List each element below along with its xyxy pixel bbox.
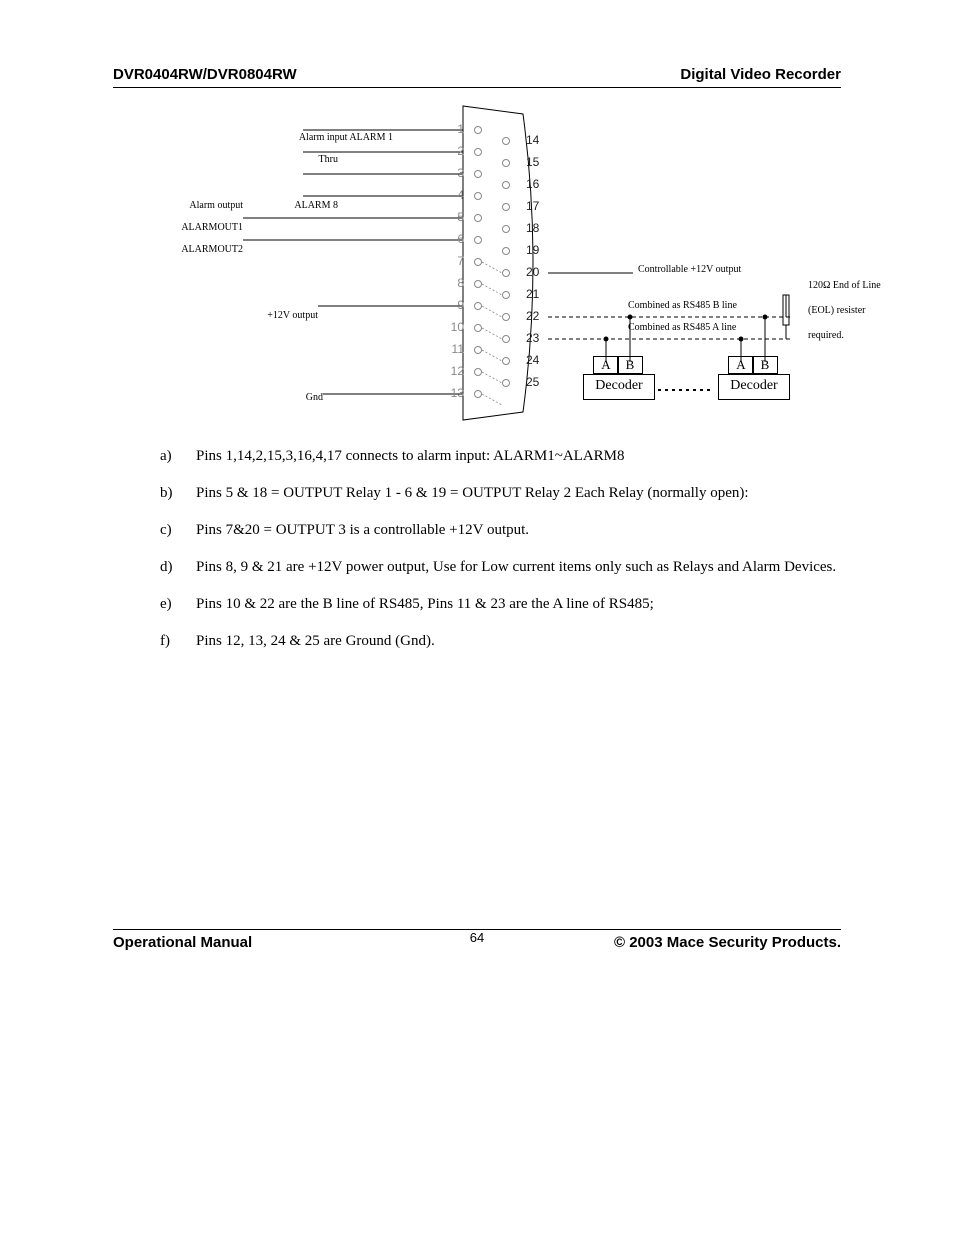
list-item: c)Pins 7&20 = OUTPUT 3 is a controllable…: [160, 520, 841, 541]
diagram-label: Combined as RS485 B line: [628, 300, 737, 311]
list-text: Pins 7&20 = OUTPUT 3 is a controllable +…: [196, 522, 529, 538]
page-header: DVR0404RW/DVR0804RW Digital Video Record…: [113, 66, 841, 88]
page: DVR0404RW/DVR0804RW Digital Video Record…: [0, 0, 954, 1235]
footer-right: © 2003 Mace Security Products.: [614, 934, 841, 951]
pin-number: 4: [446, 188, 464, 202]
list-text: Pins 8, 9 & 21 are +12V power output, Us…: [196, 559, 836, 575]
list-marker: c): [160, 520, 196, 541]
list-marker: a): [160, 446, 196, 467]
diagram-label: ALARMOUT1: [181, 222, 243, 233]
pin-number: 9: [446, 298, 464, 312]
list-text: Pins 5 & 18 = OUTPUT Relay 1 - 6 & 19 = …: [196, 485, 749, 501]
footer-left: Operational Manual: [113, 934, 252, 951]
diagram-label: ALARM 8: [294, 200, 338, 211]
diagram-label: required.: [808, 330, 844, 341]
pin-number: 22: [526, 309, 539, 323]
pin-number: 14: [526, 133, 539, 147]
pinout-diagram: Alarm input ALARM 1 Thru Alarm output ALARM…: [113, 100, 903, 430]
pin-number: 2: [446, 144, 464, 158]
list-text: Pins 12, 13, 24 & 25 are Ground (Gnd).: [196, 633, 435, 649]
pin-number: 20: [526, 265, 539, 279]
pin-number: 24: [526, 353, 539, 367]
pin-number: 3: [446, 166, 464, 180]
page-footer: Operational Manual 64 © 2003 Mace Securi…: [113, 929, 841, 951]
diagram-label: ALARMOUT2: [181, 244, 243, 255]
diagram-label: Combined as RS485 A line: [628, 322, 736, 333]
diagram-label: 120Ω End of Line: [808, 280, 881, 291]
terminal-b: B: [617, 356, 643, 374]
list-item: a)Pins 1,14,2,15,3,16,4,17 connects to a…: [160, 446, 841, 467]
list-marker: f): [160, 631, 196, 652]
pin-number: 13: [446, 386, 464, 400]
terminal-a: A: [728, 356, 754, 374]
header-left: DVR0404RW/DVR0804RW: [113, 66, 297, 83]
pin-number: 25: [526, 375, 539, 389]
diagram-label: (EOL) resister: [808, 305, 865, 316]
list-marker: e): [160, 594, 196, 615]
header-right: Digital Video Recorder: [680, 66, 841, 83]
footer-page-number: 64: [470, 930, 484, 945]
decoder-box: Decoder: [718, 374, 790, 400]
list-marker: b): [160, 483, 196, 504]
decoder-label: Decoder: [719, 375, 789, 397]
diagram-label: +12V output: [267, 310, 318, 321]
list-item: f)Pins 12, 13, 24 & 25 are Ground (Gnd).: [160, 631, 841, 652]
pin-number: 12: [446, 364, 464, 378]
pin-number: 16: [526, 177, 539, 191]
pin-number: 23: [526, 331, 539, 345]
pin-number: 1: [446, 122, 464, 136]
pin-number: 5: [446, 210, 464, 224]
list-item: b)Pins 5 & 18 = OUTPUT Relay 1 - 6 & 19 …: [160, 483, 841, 504]
pin-number: 6: [446, 232, 464, 246]
pin-number: 19: [526, 243, 539, 257]
list-text: Pins 1,14,2,15,3,16,4,17 connects to ala…: [196, 448, 625, 464]
pin-number: 17: [526, 199, 539, 213]
diagram-label: Alarm input ALARM 1: [299, 132, 393, 143]
pin-number: 15: [526, 155, 539, 169]
diagram-label: Thru: [319, 154, 338, 165]
diagram-label: Controllable +12V output: [638, 264, 741, 275]
list-marker: d): [160, 557, 196, 578]
list-item: e)Pins 10 & 22 are the B line of RS485, …: [160, 594, 841, 615]
terminal-b: B: [752, 356, 778, 374]
pin-number: 18: [526, 221, 539, 235]
pin-description-list: a)Pins 1,14,2,15,3,16,4,17 connects to a…: [160, 446, 841, 668]
pin-number: 10: [446, 320, 464, 334]
diagram-label: Alarm output: [189, 200, 243, 211]
pin-number: 7: [446, 254, 464, 268]
pin-number: 11: [446, 342, 464, 356]
list-item: d)Pins 8, 9 & 21 are +12V power output, …: [160, 557, 841, 578]
list-text: Pins 10 & 22 are the B line of RS485, Pi…: [196, 596, 654, 612]
diagram-label: Gnd: [306, 392, 323, 403]
terminal-a: A: [593, 356, 619, 374]
decoder-box: Decoder: [583, 374, 655, 400]
pin-number: 21: [526, 287, 539, 301]
pin-number: 8: [446, 276, 464, 290]
decoder-label: Decoder: [584, 375, 654, 397]
